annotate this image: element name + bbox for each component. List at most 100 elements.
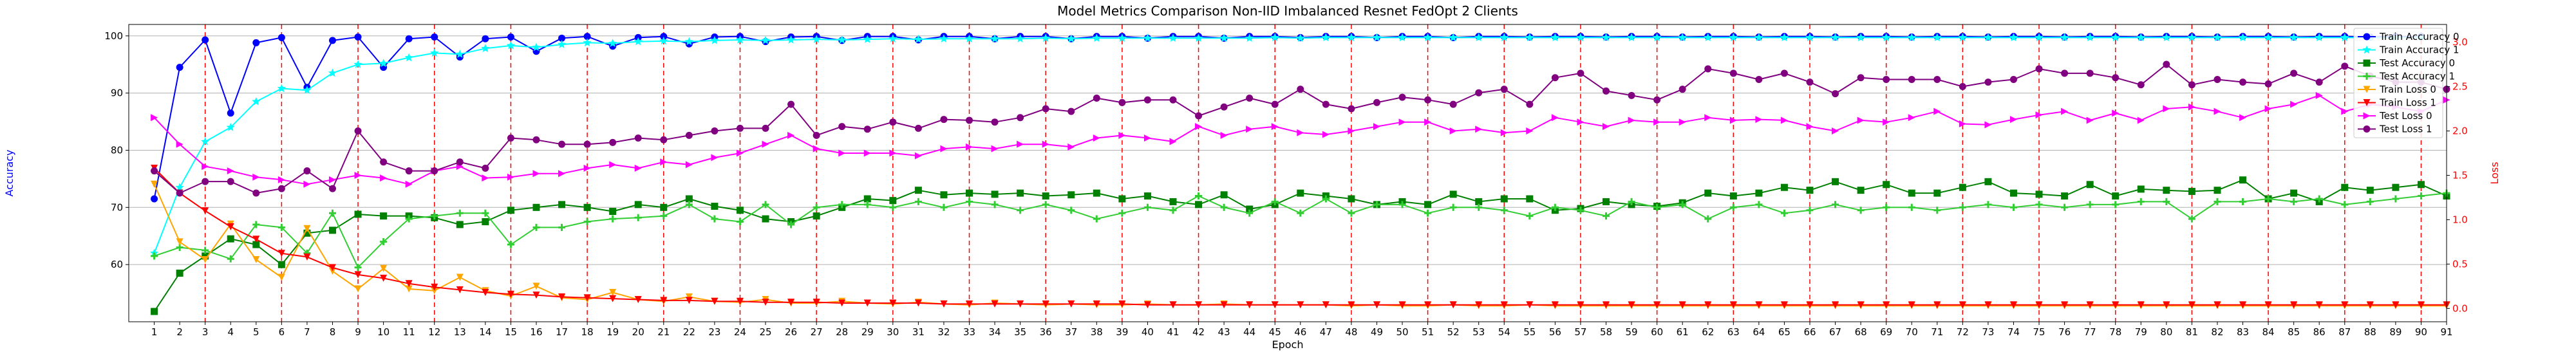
data-point [1933, 107, 1941, 115]
data-point [2315, 33, 2324, 42]
data-point [380, 264, 388, 272]
data-point [277, 176, 285, 183]
x-tick-label: 7 [304, 326, 310, 338]
x-tick-label: 57 [1574, 326, 1586, 338]
data-point [1857, 207, 1865, 214]
data-point [1729, 192, 1737, 200]
data-point [1628, 116, 1635, 124]
x-tick-label: 1 [151, 326, 158, 338]
data-point [1093, 189, 1100, 197]
data-point [1296, 33, 1305, 42]
data-point [1551, 301, 1559, 309]
data-point [1832, 90, 1839, 98]
data-point [1067, 143, 1075, 151]
data-point [2264, 33, 2273, 42]
x-tick-label: 53 [1472, 326, 1485, 338]
data-point [1832, 178, 1839, 185]
data-point [1067, 191, 1075, 199]
x-tick-label: 75 [2033, 326, 2045, 338]
data-point [2137, 198, 2145, 205]
data-point [1780, 69, 1788, 77]
data-point [532, 292, 540, 299]
data-point [202, 36, 209, 44]
data-point [2290, 189, 2298, 197]
data-point [2366, 301, 2374, 309]
data-point [507, 134, 514, 142]
x-tick-label: 89 [2389, 326, 2402, 338]
data-point [1984, 301, 1992, 309]
data-point [914, 299, 922, 307]
data-point [2188, 215, 2195, 223]
data-point [1169, 301, 1177, 309]
data-point [1271, 198, 1279, 205]
data-point [2112, 201, 2120, 208]
data-point [1959, 83, 1966, 91]
data-point [1933, 189, 1941, 197]
data-point [431, 283, 438, 291]
x-tick-label: 15 [505, 326, 517, 338]
data-point [965, 300, 973, 308]
data-point [1449, 127, 1457, 134]
x-tick-label: 2 [176, 326, 183, 338]
data-point [405, 280, 413, 288]
y-tick-label-right: 1.0 [2452, 214, 2468, 225]
data-point [634, 164, 642, 172]
x-tick-label: 77 [2084, 326, 2096, 338]
data-point [151, 180, 158, 188]
data-point [1424, 301, 1432, 309]
data-point [1143, 192, 1151, 200]
data-point [609, 288, 617, 296]
data-point [1373, 201, 1380, 208]
data-point [1856, 33, 1865, 42]
data-point [813, 145, 820, 153]
y-tick-label-left: 70 [111, 201, 123, 213]
data-point [1449, 203, 1457, 211]
data-point [2238, 33, 2248, 42]
data-point [1883, 76, 1890, 84]
data-point [1984, 33, 1993, 42]
data-point [1042, 201, 1049, 208]
x-tick-label: 28 [836, 326, 848, 338]
data-point [303, 225, 311, 232]
data-point [1907, 33, 1916, 42]
x-tick-label: 82 [2211, 326, 2223, 338]
data-point [2214, 301, 2221, 309]
data-point [2112, 74, 2120, 82]
data-point [558, 293, 566, 301]
x-tick-label: 70 [1906, 326, 1918, 338]
y-tick-label-right: 2.0 [2452, 125, 2468, 136]
data-point [991, 118, 999, 126]
data-point [1322, 100, 1330, 108]
data-point [532, 170, 540, 178]
data-point [202, 246, 209, 254]
x-tick-label: 59 [1626, 326, 1638, 338]
data-point [1322, 301, 1330, 309]
data-point [455, 50, 464, 58]
data-point [1601, 33, 1611, 42]
data-point [889, 118, 897, 126]
data-point [1603, 212, 1610, 220]
data-point [2086, 201, 2094, 208]
data-point [380, 158, 388, 166]
x-tick-label: 65 [1778, 326, 1791, 338]
data-point [1246, 205, 1254, 213]
data-point [1627, 33, 1636, 42]
data-point [226, 122, 235, 131]
data-point [303, 86, 312, 94]
chart-title: Model Metrics Comparison Non-IID Imbalan… [1057, 3, 1518, 19]
data-point [1169, 33, 1178, 42]
data-point [608, 39, 617, 47]
data-point [430, 48, 439, 57]
data-point [711, 203, 719, 210]
data-point [1678, 301, 1686, 309]
data-point [1093, 215, 1100, 223]
data-point [711, 215, 719, 223]
x-tick-label: 36 [1040, 326, 1052, 338]
x-tick-label: 33 [963, 326, 975, 338]
x-tick-label: 8 [330, 326, 336, 338]
data-point [813, 203, 820, 211]
legend-marker [2363, 125, 2371, 133]
data-point [2239, 301, 2247, 309]
data-point [1653, 33, 1662, 42]
data-point [2187, 33, 2197, 42]
